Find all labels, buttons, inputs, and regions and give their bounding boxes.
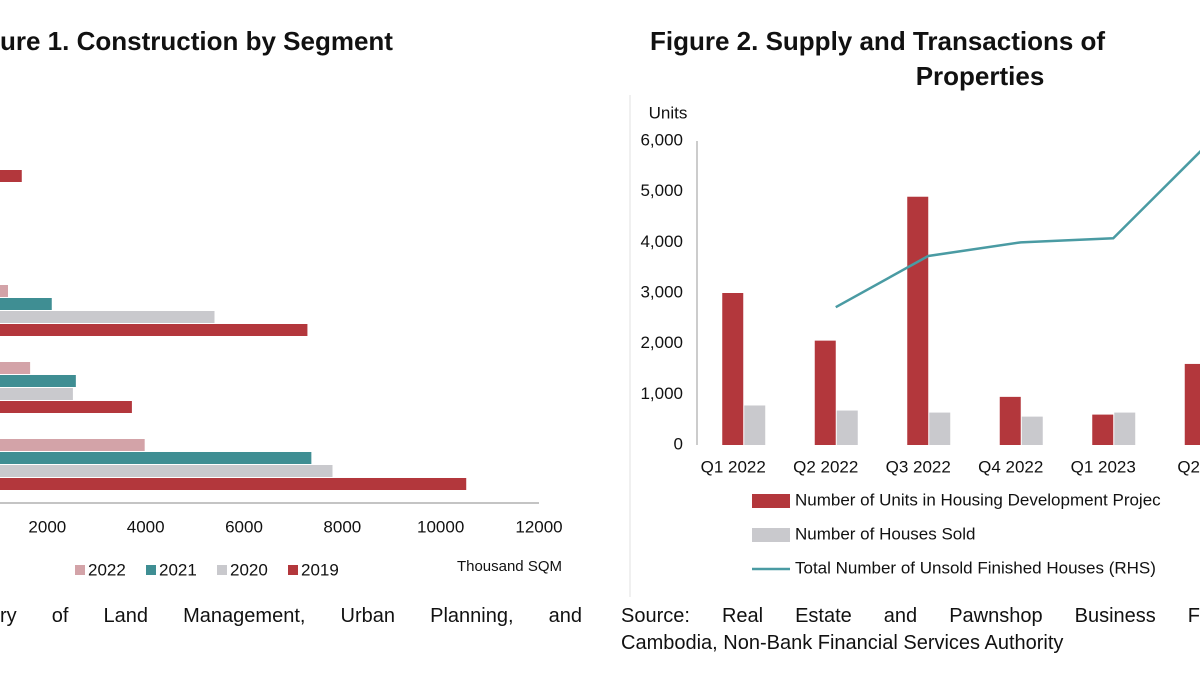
legend-label: 2021: [159, 560, 197, 579]
bar: [1092, 414, 1114, 445]
line: [835, 150, 1200, 309]
bar: [1114, 412, 1136, 445]
x-axis-label: Thousand SQM: [457, 558, 562, 575]
x-tick-label: 12000: [515, 517, 562, 536]
bar: [0, 388, 73, 400]
legend-label: Number of Units in Housing Development P…: [795, 490, 1161, 509]
y-tick-label: 1,000: [640, 384, 683, 403]
chart-title: Figure 2. Supply and Transactions of: [650, 26, 1105, 56]
bar: [0, 285, 8, 297]
bar: [0, 324, 308, 336]
legend-label: Number of Houses Sold: [795, 524, 975, 543]
chart-title: ure 1. Construction by Segment: [0, 26, 393, 56]
legend-swatch: [217, 565, 227, 575]
x-tick-label: Q1 2022: [701, 457, 766, 476]
x-tick-label: Q4 2022: [978, 457, 1043, 476]
y-tick-label: 6,000: [640, 130, 683, 149]
bar: [722, 293, 744, 445]
legend-swatch: [752, 528, 790, 542]
legend-label: 2020: [230, 560, 268, 579]
legend-label: 2019: [301, 560, 339, 579]
bar: [0, 452, 312, 464]
x-tick-label: 10000: [417, 517, 464, 536]
legend-label: 2022: [88, 560, 126, 579]
x-tick-label: Q1 2023: [1071, 457, 1136, 476]
bar: [1184, 363, 1200, 445]
legend-swatch: [146, 565, 156, 575]
bar: [836, 410, 858, 445]
y-axis-label: Units: [649, 103, 688, 122]
bar: [0, 439, 145, 451]
bar: [814, 340, 836, 445]
chart-title: Properties: [916, 61, 1045, 91]
x-tick-label: 2000: [28, 517, 66, 536]
y-tick-label: 5,000: [640, 181, 683, 200]
legend-swatch: [752, 494, 790, 508]
bar: [0, 311, 215, 323]
source-text: ry of Land Management, Urban Planning, a…: [0, 605, 582, 627]
legend-label: Total Number of Unsold Finished Houses (…: [795, 558, 1156, 577]
bar: [999, 396, 1021, 445]
bar: [0, 298, 52, 310]
legend-swatch: [288, 565, 298, 575]
x-tick-label: Q2 2: [1177, 457, 1200, 476]
x-tick-label: Q3 2022: [886, 457, 951, 476]
bar: [0, 465, 333, 477]
bar: [0, 170, 22, 182]
source-text: Source: Real Estate and Pawnshop Busines…: [621, 605, 1200, 627]
source-text: Cambodia, Non-Bank Financial Services Au…: [621, 632, 1064, 654]
y-tick-label: 2,000: [640, 333, 683, 352]
x-tick-label: Q2 2022: [793, 457, 858, 476]
x-tick-label: 4000: [127, 517, 165, 536]
y-tick-label: 3,000: [640, 282, 683, 301]
y-tick-label: 4,000: [640, 232, 683, 251]
bar: [907, 196, 929, 445]
bar: [929, 412, 951, 445]
bar: [0, 362, 31, 374]
y-tick-label: 0: [674, 434, 683, 453]
bar: [0, 478, 467, 490]
bar: [0, 401, 132, 413]
bar: [744, 405, 766, 445]
legend-swatch: [75, 565, 85, 575]
x-tick-label: 8000: [323, 517, 361, 536]
x-tick-label: 6000: [225, 517, 263, 536]
bar: [1021, 416, 1043, 445]
bar: [0, 375, 76, 387]
